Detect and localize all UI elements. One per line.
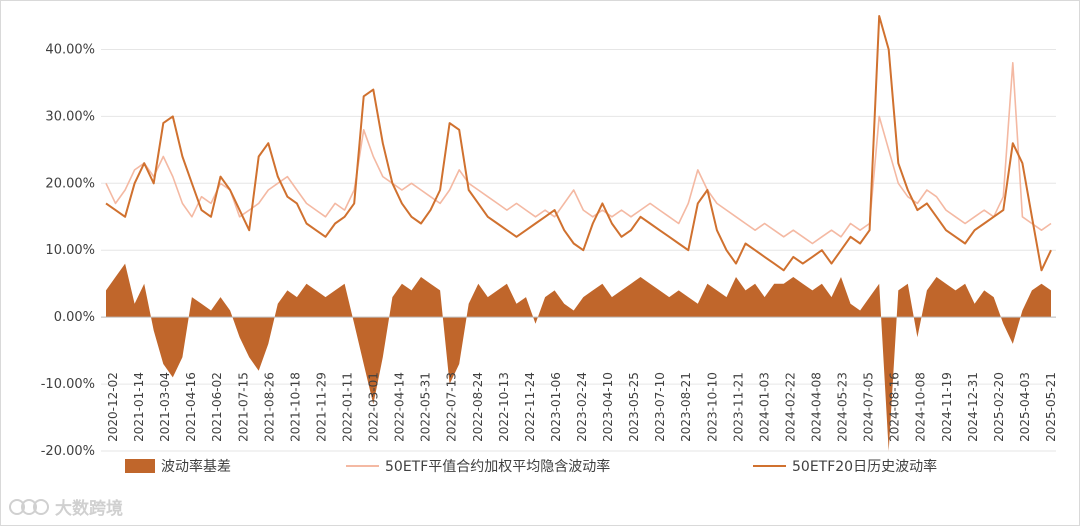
x-tick-label: 2022-10-13 bbox=[497, 372, 511, 442]
volatility-lines bbox=[105, 15, 1052, 272]
y-tick-label: 10.00% bbox=[45, 243, 95, 258]
x-tick-label: 2025-02-20 bbox=[992, 372, 1006, 442]
x-tick-label: 2024-04-08 bbox=[810, 372, 824, 442]
x-tick-label: 2021-07-15 bbox=[236, 372, 250, 442]
x-tick-label: 2023-11-21 bbox=[731, 372, 745, 442]
x-tick-label: 2021-04-16 bbox=[184, 372, 198, 442]
x-tick-label: 2022-07-13 bbox=[445, 372, 459, 442]
legend: 波动率基差 50ETF平值合约加权平均隐含波动率 50ETF20日历史波动率 bbox=[125, 458, 937, 475]
x-tick-label: 2020-12-02 bbox=[106, 372, 120, 442]
x-tick-label: 2021-06-02 bbox=[210, 372, 224, 442]
x-axis-ticks: 2020-12-02 2021-01-14 2021-03-04 2021-04-16… bbox=[106, 372, 1058, 442]
x-tick-label: 2021-10-18 bbox=[288, 372, 302, 442]
x-tick-label: 2021-11-29 bbox=[314, 372, 328, 442]
x-tick-label: 2022-03-01 bbox=[367, 372, 381, 442]
y-tick-label: 0.00% bbox=[54, 310, 95, 325]
x-tick-label: 2024-12-31 bbox=[966, 372, 980, 442]
x-tick-label: 2022-11-24 bbox=[523, 372, 537, 442]
x-tick-label: 2025-05-21 bbox=[1044, 372, 1058, 442]
basis-area-series bbox=[106, 263, 1051, 451]
y-tick-label: 20.00% bbox=[45, 176, 95, 191]
x-tick-label: 2024-08-16 bbox=[888, 372, 902, 442]
x-tick-label: 2022-01-11 bbox=[341, 372, 355, 442]
x-tick-label: 2021-01-14 bbox=[132, 372, 146, 442]
basis-area bbox=[106, 263, 1051, 451]
legend-label-basis: 波动率基差 bbox=[161, 458, 231, 475]
watermark: 大数跨境 bbox=[9, 498, 123, 519]
x-tick-label: 2024-05-23 bbox=[836, 372, 850, 442]
x-tick-label: 2024-01-03 bbox=[757, 372, 771, 442]
x-tick-label: 2023-07-10 bbox=[653, 372, 667, 442]
x-tick-label: 2021-08-26 bbox=[262, 372, 276, 442]
historical-volatility-line bbox=[105, 15, 1052, 272]
watermark-logo-icon bbox=[9, 499, 49, 515]
x-tick-label: 2025-04-03 bbox=[1018, 372, 1032, 442]
x-tick-label: 2023-10-10 bbox=[705, 372, 719, 442]
x-tick-label: 2023-02-24 bbox=[575, 372, 589, 442]
watermark-text: 大数跨境 bbox=[55, 498, 123, 519]
x-tick-label: 2024-11-19 bbox=[940, 372, 954, 442]
y-tick-label: -20.00% bbox=[41, 444, 95, 459]
x-tick-label: 2023-01-06 bbox=[549, 372, 563, 442]
x-tick-label: 2022-04-14 bbox=[393, 372, 407, 442]
legend-swatch-basis bbox=[125, 459, 155, 473]
x-tick-label: 2023-08-21 bbox=[679, 372, 693, 442]
x-tick-label: 2024-07-05 bbox=[862, 372, 876, 442]
x-tick-label: 2021-03-04 bbox=[158, 372, 172, 442]
y-tick-label: 40.00% bbox=[45, 42, 95, 57]
legend-label-implied: 50ETF平值合约加权平均隐含波动率 bbox=[385, 458, 610, 475]
y-axis-ticks: -20.00% -10.00% 0.00% 10.00% 20.00% 30.00% 40.… bbox=[41, 42, 95, 459]
implied-volatility-line bbox=[105, 61, 1052, 245]
x-tick-label: 2023-04-10 bbox=[601, 372, 615, 442]
x-tick-label: 2024-10-08 bbox=[914, 372, 928, 442]
y-tick-label: 30.00% bbox=[45, 109, 95, 124]
x-tick-label: 2022-05-31 bbox=[419, 372, 433, 442]
x-tick-label: 2023-05-25 bbox=[627, 372, 641, 442]
legend-label-historical: 50ETF20日历史波动率 bbox=[792, 458, 937, 475]
y-tick-label: -10.00% bbox=[41, 377, 95, 392]
x-tick-label: 2024-02-22 bbox=[783, 372, 797, 442]
x-tick-label: 2022-08-24 bbox=[471, 372, 485, 442]
